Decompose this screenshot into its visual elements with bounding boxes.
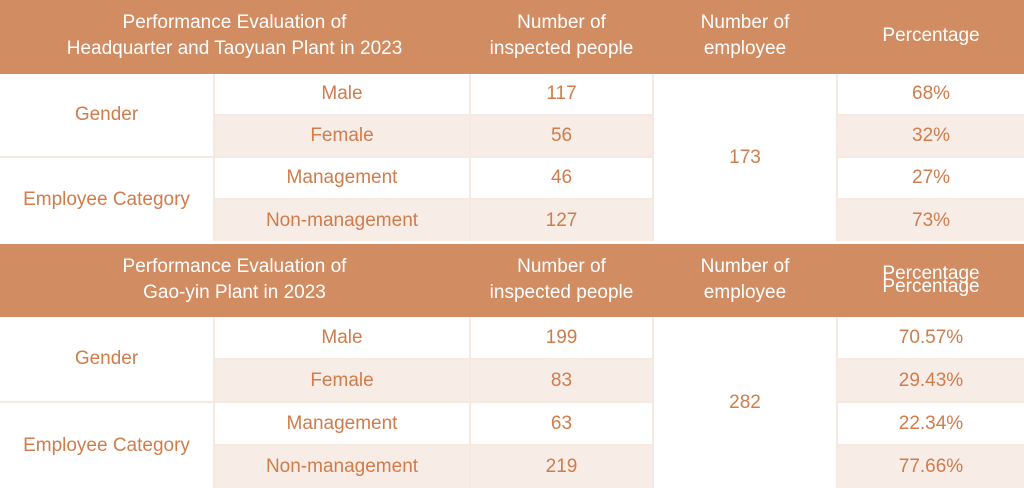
table-title-line2: Gao-yin Plant in 2023 <box>143 281 326 303</box>
percentage-cell: 68% <box>836 72 1024 116</box>
percentage-cell: 70.57% <box>836 315 1024 360</box>
inspected-count-cell: 46 <box>469 156 655 200</box>
table-row: Female 83 29.43% <box>0 358 1024 403</box>
table-title-line1: Performance Evaluation of <box>122 12 347 33</box>
percentage-cell: 22.34% <box>836 401 1024 446</box>
col-header-percentage: Percentage <box>836 0 1024 74</box>
employee-category-group-cell: Employee Category <box>0 156 215 242</box>
percentage-cell: 27% <box>836 156 1024 200</box>
employee-category-group-cell: Employee Category <box>0 401 215 488</box>
percentage-cell: 29.43% <box>836 358 1024 403</box>
inspected-count-cell: 117 <box>469 72 655 116</box>
employee-total-cell: 282 <box>652 315 838 488</box>
table-row: Gender Male 199 282 70.57% <box>0 315 1024 488</box>
col-header-inspected: Number of inspected people <box>469 243 654 317</box>
category-cell-female: Female <box>212 114 472 158</box>
category-cell-non-management: Non-management <box>212 198 472 242</box>
table-row: Non-management 219 77.66% <box>0 444 1024 488</box>
employee-total-cell: 173 <box>652 72 839 242</box>
category-cell-non-management: Non-management <box>213 444 471 488</box>
percentage-cell: 77.66% <box>836 444 1024 488</box>
table-header-row: Performance Evaluation of Headquarter an… <box>0 0 1024 74</box>
table-title: Performance Evaluation of Headquarter an… <box>0 0 472 74</box>
table-title-line1: Performance Evaluation of <box>122 255 347 277</box>
gender-group-cell: Gender <box>0 315 215 403</box>
inspected-count-cell: 199 <box>469 315 654 360</box>
evaluation-table-hq-taoyuan: Performance Evaluation of Headquarter an… <box>0 0 1024 242</box>
col-header-inspected: Number of inspected people <box>469 0 655 74</box>
table-row: Non-management 127 73% <box>0 198 1024 242</box>
inspected-count-cell: 127 <box>469 198 655 242</box>
col-header-percentage-doubled: Percentage Percentage <box>836 243 1024 317</box>
table-title: Performance Evaluation of Gao-yin Plant … <box>0 243 471 317</box>
table-row: Employee Category Management 63 22.34% <box>0 401 1024 488</box>
inspected-count-cell: 63 <box>469 401 654 446</box>
category-cell-management: Management <box>213 401 471 446</box>
inspected-count-cell: 219 <box>469 444 654 488</box>
table-header-row: Performance Evaluation of Gao-yin Plant … <box>0 243 1024 317</box>
inspected-count-cell: 83 <box>469 358 654 403</box>
percentage-cell: 73% <box>836 198 1024 242</box>
category-cell-male: Male <box>212 72 472 116</box>
evaluation-table-gao-yin: Performance Evaluation of Gao-yin Plant … <box>0 243 1024 488</box>
table-row: Female 56 32% <box>0 114 1024 158</box>
percentage-cell: 32% <box>836 114 1024 158</box>
table-row: Gender Male 117 173 68% <box>0 72 1024 242</box>
table-row: Employee Category Management 46 27% <box>0 156 1024 242</box>
table-title-line2: Headquarter and Taoyuan Plant in 2023 <box>66 38 403 59</box>
inspected-count-cell: 56 <box>469 114 655 158</box>
gender-group-cell: Gender <box>0 72 215 158</box>
col-header-employee: Number of employee <box>652 243 838 317</box>
category-cell-male: Male <box>213 315 471 360</box>
category-cell-management: Management <box>212 156 472 200</box>
category-cell-female: Female <box>213 358 471 403</box>
col-header-employee: Number of employee <box>652 0 839 74</box>
